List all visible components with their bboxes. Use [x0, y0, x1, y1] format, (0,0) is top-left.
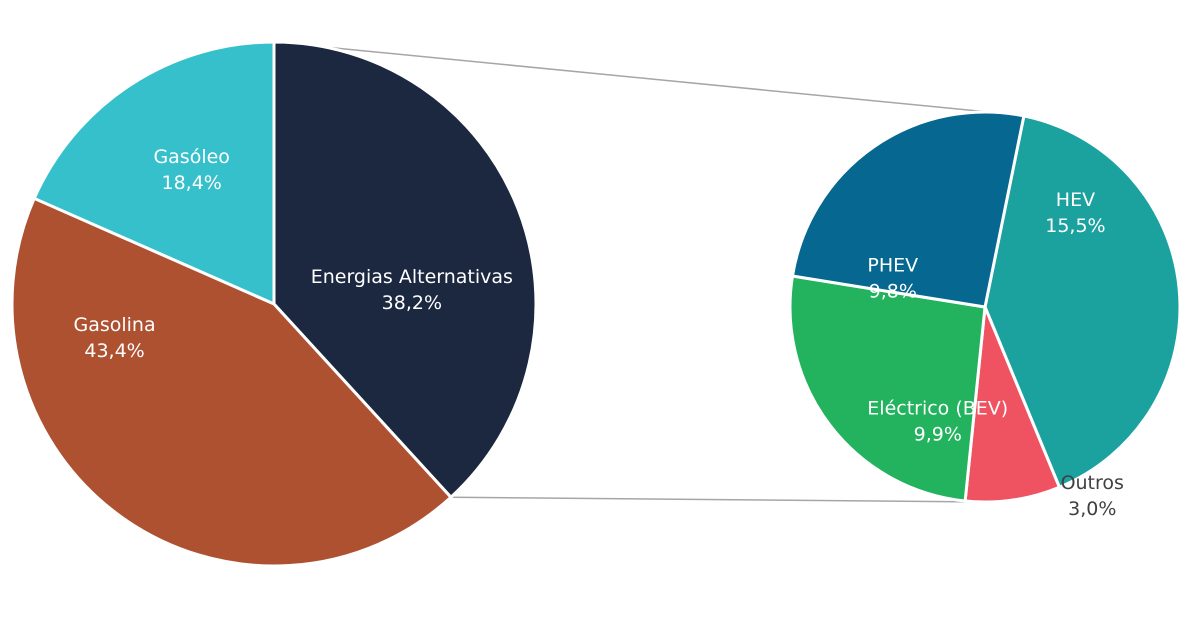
sub-label-name: PHEV — [867, 254, 918, 276]
sub-label-hev: HEV 15,5% — [1045, 189, 1105, 237]
connector-line-bottom — [450, 496, 989, 503]
main-slice-gasolina — [10, 196, 453, 568]
sub-label-outros: Outros 3,0% — [1061, 472, 1124, 520]
main-label-name: Gasóleo — [153, 146, 229, 168]
sub-label-value: 9,9% — [914, 423, 962, 445]
main-label-energias-alternativas: Energias Alternativas 38,2% — [311, 266, 513, 314]
connector-line-top — [273, 41, 989, 113]
sub-slice-outros — [963, 305, 1061, 504]
main-label-value: 18,4% — [162, 172, 222, 194]
main-label-value: 38,2% — [382, 292, 442, 314]
sub-label-electrico-bev: Eléctrico (BEV) 9,9% — [867, 397, 1008, 445]
sub-slice-phev — [790, 110, 1026, 309]
sub-label-name: Eléctrico (BEV) — [867, 397, 1008, 419]
main-label-gasolina: Gasolina 43,4% — [73, 314, 155, 362]
sub-label-value: 3,0% — [1068, 498, 1116, 520]
sub-slice-hev — [983, 114, 1182, 489]
sub-label-value: 15,5% — [1045, 215, 1105, 237]
main-slice-gasoleo — [32, 40, 276, 306]
main-slice-energias-alternativas — [272, 40, 538, 499]
main-label-name: Energias Alternativas — [311, 266, 513, 288]
main-label-name: Gasolina — [73, 314, 155, 336]
sub-slice-electrico-bev — [788, 274, 987, 503]
sub-label-phev: PHEV 9,8% — [867, 254, 918, 302]
breakdown-pie: HEV 15,5% Outros 3,0% Eléctrico (BEV) 9,9% PHE… — [788, 110, 1182, 520]
sub-label-name: HEV — [1056, 189, 1095, 211]
main-pie: Gasóleo 18,4% Energias Alternativas 38,2% Ga… — [10, 40, 538, 568]
sub-label-value: 9,8% — [869, 280, 917, 302]
main-label-value: 43,4% — [84, 340, 144, 362]
main-label-gasoleo: Gasóleo 18,4% — [153, 146, 229, 194]
sub-label-name: Outros — [1061, 472, 1124, 494]
